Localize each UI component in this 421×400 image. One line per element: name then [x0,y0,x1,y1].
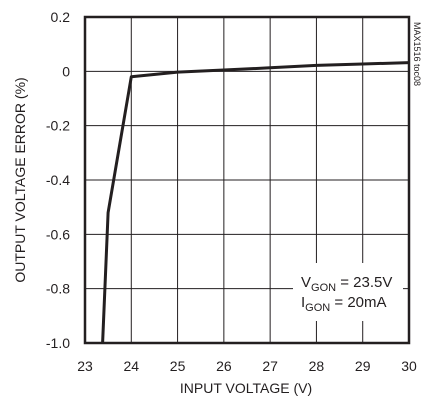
part-number: MAX1516 toc08 [412,22,421,86]
x-tick-label: 24 [123,358,139,374]
y-tick-label: 0.2 [51,9,71,25]
x-tick-label: 27 [262,358,278,374]
y-tick-label: 0 [62,63,70,79]
plot-frame [83,15,411,345]
y-tick-label: -1.0 [46,335,70,351]
y-axis-label: OUTPUT VOLTAGE ERROR (%) [12,77,28,282]
annotation-box [293,263,403,321]
y-tick-label: -0.2 [46,118,70,134]
x-tick-label: 29 [355,358,371,374]
y-tick-label: -0.6 [46,226,70,242]
x-tick-labels: 23 24 25 26 27 28 29 30 [77,358,417,374]
x-tick-label: 25 [170,358,186,374]
annotation-vgon: VGON = 23.5V [301,274,392,294]
y-tick-label: -0.8 [46,281,70,297]
y-tick-labels: 0.2 0 -0.2 -0.4 -0.6 -0.8 -1.0 [46,9,70,351]
annotation-igon: IGON = 20mA [301,294,387,314]
x-tick-label: 23 [77,358,93,374]
x-axis-label: INPUT VOLTAGE (V) [180,380,312,396]
x-tick-label: 28 [309,358,325,374]
series-line [101,61,410,344]
y-tick-label: -0.4 [46,172,70,188]
x-tick-label: 26 [216,358,232,374]
x-tick-label: 30 [401,358,417,374]
